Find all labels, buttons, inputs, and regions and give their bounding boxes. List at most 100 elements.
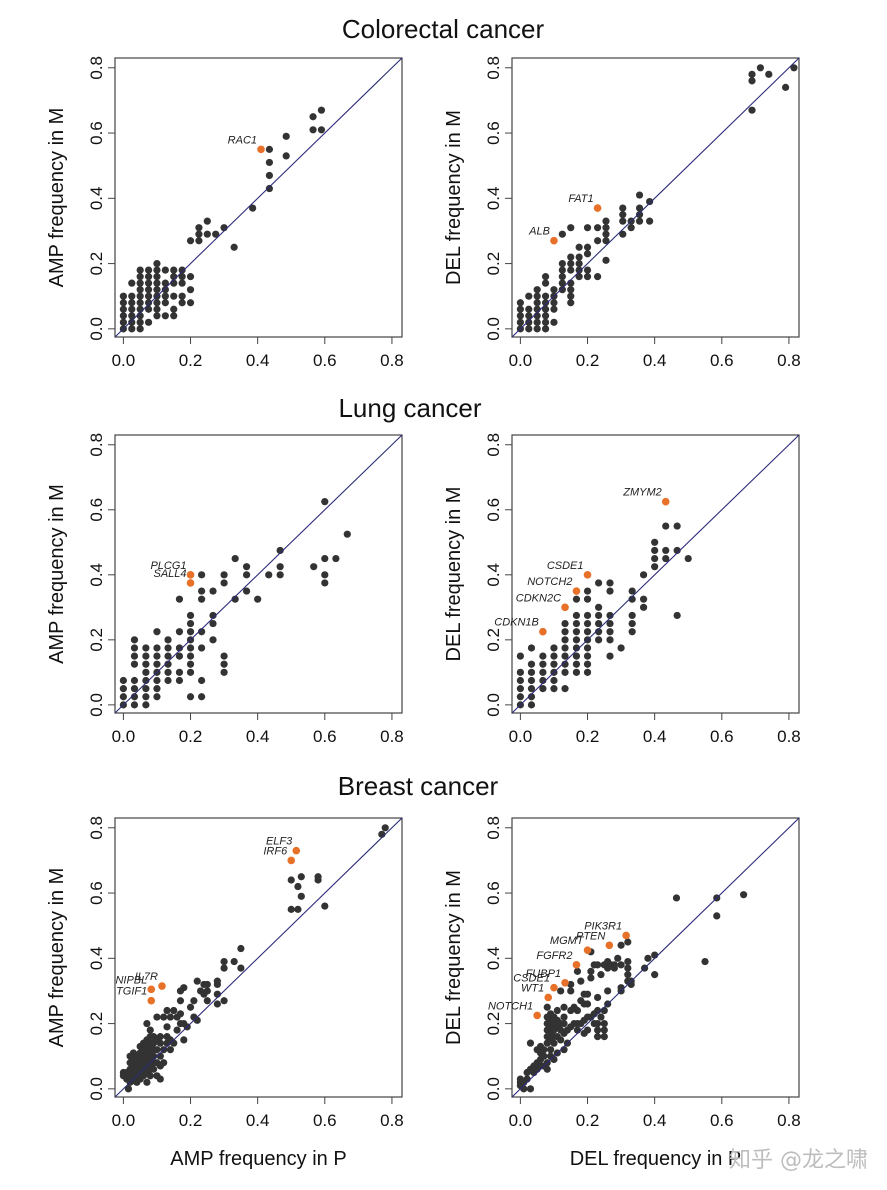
data-point — [153, 676, 161, 685]
data-point — [209, 636, 217, 644]
data-point — [130, 652, 139, 660]
x-axis-label: AMP frequency in P — [170, 1148, 346, 1170]
data-point — [572, 668, 581, 676]
data-point — [175, 644, 184, 652]
y-tick-label: 0.2 — [484, 252, 503, 276]
data-point — [164, 636, 172, 644]
data-point — [310, 563, 318, 571]
gene-label-zmym2: ZMYM2 — [622, 487, 662, 499]
data-point — [572, 652, 581, 660]
data-point — [153, 312, 161, 320]
data-point — [624, 971, 632, 979]
data-point — [593, 1026, 602, 1034]
data-point — [567, 286, 575, 294]
data-point — [163, 1006, 171, 1015]
data-point — [587, 967, 595, 975]
data-point — [567, 292, 575, 300]
diagonal-line — [511, 434, 800, 714]
data-point — [186, 693, 195, 701]
data-point — [525, 312, 533, 320]
data-point — [265, 571, 273, 579]
data-point — [575, 243, 583, 251]
data-point — [533, 325, 541, 333]
x-tick-label: 0.8 — [380, 727, 404, 746]
data-point — [748, 70, 756, 78]
data-point — [575, 266, 583, 274]
data-point — [573, 1006, 582, 1015]
data-point — [164, 644, 172, 652]
data-point — [294, 905, 302, 913]
y-tick-label: 0.8 — [87, 816, 106, 840]
data-point — [249, 204, 257, 212]
data-point — [617, 941, 625, 949]
data-point — [170, 266, 178, 274]
data-point — [572, 595, 581, 603]
data-point — [198, 676, 206, 685]
data-point — [575, 259, 583, 268]
data-point — [161, 299, 169, 307]
data-point — [587, 974, 595, 982]
data-point — [527, 660, 536, 668]
data-point — [673, 522, 681, 530]
data-point — [593, 1019, 602, 1028]
data-point — [265, 171, 274, 180]
y-tick-label: 0.4 — [484, 186, 503, 210]
data-point — [572, 636, 581, 644]
data-point — [332, 554, 340, 563]
highlight-point — [544, 993, 553, 1002]
y-tick-label: 0.8 — [484, 816, 503, 840]
data-point — [156, 1075, 164, 1083]
data-point — [541, 312, 550, 320]
data-point — [282, 152, 290, 160]
x-tick-label: 0.8 — [777, 727, 801, 746]
data-point — [539, 676, 547, 685]
y-axis-label: DEL frequency in M — [443, 870, 465, 1045]
data-point — [525, 305, 533, 313]
data-point — [143, 1019, 151, 1028]
data-point — [276, 571, 284, 579]
data-point — [128, 299, 136, 307]
data-point — [628, 587, 636, 595]
data-point — [748, 77, 756, 85]
gene-label-irf6: IRF6 — [263, 845, 288, 857]
data-point — [646, 217, 654, 225]
data-point — [186, 286, 195, 294]
data-point — [651, 554, 659, 563]
panels: 0.0 0.2 0.4 0.6 0.8 0.0 0.2 0.4 0.6 0.8 AMP freque… — [46, 56, 801, 1170]
data-point — [186, 668, 195, 676]
data-point — [644, 954, 652, 962]
data-point — [583, 628, 592, 636]
data-point — [203, 230, 211, 238]
data-point — [550, 318, 558, 326]
y-tick-label: 0.8 — [484, 433, 503, 457]
data-point — [527, 693, 536, 701]
x-tick-label: 0.0 — [509, 1111, 533, 1130]
x-tick-label: 0.4 — [246, 727, 270, 746]
data-point — [740, 891, 748, 899]
data-point — [617, 961, 625, 969]
data-point — [543, 1065, 551, 1073]
data-point — [606, 611, 614, 620]
data-point — [561, 619, 569, 628]
highlight-point — [572, 587, 581, 595]
x-tick-label: 0.2 — [576, 1111, 600, 1130]
data-point — [276, 546, 284, 555]
data-point — [153, 273, 161, 281]
data-point — [541, 305, 550, 313]
highlight-point — [257, 145, 265, 154]
data-point — [673, 611, 681, 620]
y-axis-label: DEL frequency in M — [443, 487, 465, 662]
x-tick-label: 0.0 — [112, 727, 136, 746]
data-point — [583, 644, 592, 652]
data-point — [540, 1046, 548, 1054]
y-tick-label: 0.0 — [87, 317, 106, 341]
data-point — [550, 299, 558, 307]
y-tick-label: 0.2 — [87, 252, 106, 276]
data-point — [175, 595, 184, 603]
data-point — [624, 957, 632, 966]
highlight-point — [661, 497, 670, 506]
data-point — [516, 693, 524, 701]
data-point — [600, 1033, 608, 1041]
data-point — [558, 273, 566, 281]
data-point — [539, 668, 547, 676]
